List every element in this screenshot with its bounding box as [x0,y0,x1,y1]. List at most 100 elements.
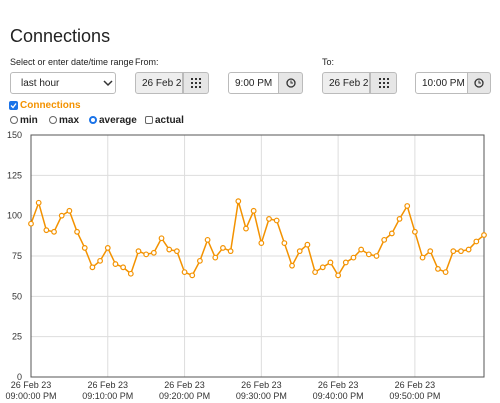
data-point [373,253,380,259]
series-toggle[interactable]: Connections [9,100,81,111]
data-point [89,264,96,271]
to-date[interactable]: 26 Feb 2 [322,72,370,94]
data-point [120,264,127,271]
data-point [381,236,388,243]
data-point [411,228,418,235]
data-point [81,245,88,251]
data-point [158,235,165,242]
clock-button[interactable] [467,72,491,94]
data-point [450,248,457,255]
data-point [197,257,203,264]
data-point [51,228,57,235]
x-tick-label: 09:20:00 PM [159,391,210,401]
data-point [473,238,480,245]
data-point [258,240,265,246]
data-point [166,246,173,253]
x-tick-label: 26 Feb 23 [241,380,282,390]
radio [89,116,97,124]
data-point [204,236,211,243]
mode-option[interactable]: max [49,114,79,126]
data-point [143,251,150,258]
data-point [28,220,34,227]
data-point [358,246,365,253]
data-point [350,254,357,261]
data-point [442,269,449,276]
data-point [304,241,311,248]
y-tick-label: 50 [12,291,22,301]
calendar-icon [378,78,389,88]
data-point [388,230,395,237]
checkbox-checked [9,101,18,110]
data-point [243,225,249,232]
data-point [35,199,42,206]
data-point [250,207,257,214]
x-tick-label: 26 Feb 23 [395,380,436,390]
x-tick-label: 26 Feb 23 [88,380,129,390]
data-point [319,264,326,271]
x-tick-label: 26 Feb 23 [164,380,205,390]
x-tick-label: 09:40:00 PM [313,391,364,401]
data-point [481,232,487,238]
x-tick-label: 09:00:00 PM [5,391,56,401]
data-point [127,270,134,277]
x-tick-label: 09:10:00 PM [82,391,133,401]
series-toggle-label: Connections [20,100,81,111]
data-point [458,248,464,255]
mode-option-label: min [20,114,38,126]
data-point [281,240,288,246]
mode-option[interactable]: min [10,114,38,126]
y-tick-label: 0 [17,372,22,382]
data-point [273,217,280,224]
data-point [173,248,180,255]
data-point [427,248,434,255]
radio [49,116,57,124]
mode-option[interactable]: average [89,114,137,126]
data-point [104,245,111,251]
clock-icon [285,78,296,88]
y-tick-label: 25 [12,332,22,342]
data-point [419,254,426,261]
plot-border [30,134,485,378]
to-time-value: 10:00 PM [422,77,465,89]
actual-toggle[interactable]: actual [145,114,184,126]
to-date-value: 26 Feb 2 [329,77,369,89]
data-point [266,215,272,222]
range-select[interactable]: last hour [10,72,116,94]
data-point [150,249,157,256]
calendar-button[interactable] [370,72,397,94]
range-label: Select or enter date/time range [10,57,134,67]
data-point [365,251,372,258]
y-tick-label: 150 [7,130,22,140]
data-point [227,248,234,255]
data-point [327,259,334,266]
to-label: To: [322,57,335,67]
x-tick-label: 26 Feb 23 [318,380,359,390]
page-title: Connections [10,26,111,46]
y-tick-label: 75 [12,251,22,261]
x-tick-label: 09:30:00 PM [236,391,287,401]
data-point [66,207,73,214]
data-point [189,272,196,279]
from-date[interactable]: 26 Feb 2 [135,72,183,94]
data-point [212,254,219,261]
actual-toggle-label: actual [155,114,184,126]
from-time[interactable]: 9:00 PM [228,72,279,94]
clock-button[interactable] [278,72,303,94]
data-point [296,248,303,255]
data-point [465,246,472,253]
range-select-value: last hour [21,77,60,89]
mode-option-label: max [59,114,80,126]
data-point [335,272,342,279]
data-point [435,266,441,272]
data-point [396,215,403,222]
calendar-button[interactable] [183,72,209,94]
checkbox [145,116,153,124]
data-point [289,262,295,269]
data-point [220,245,226,251]
clock-icon [474,78,484,88]
series-line [30,200,485,277]
x-tick-label: 09:50:00 PM [389,391,440,401]
data-point [181,269,188,276]
